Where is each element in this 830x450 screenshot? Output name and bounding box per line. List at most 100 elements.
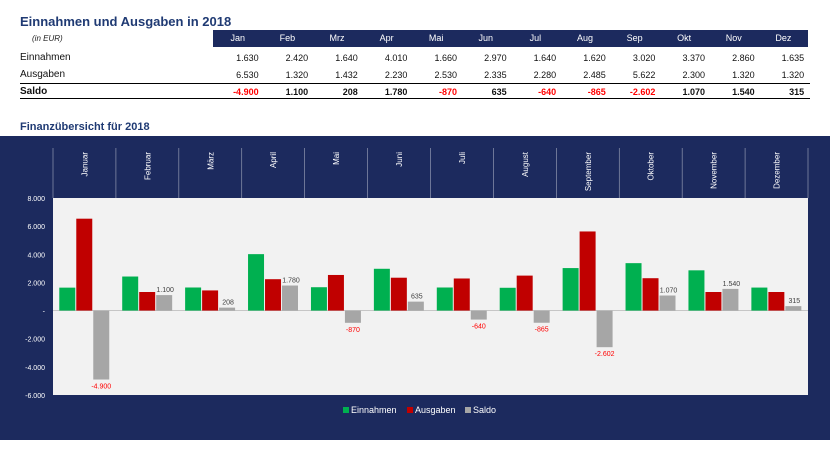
saldo-cell: -865 <box>587 87 606 97</box>
table-cell: 3.020 <box>632 53 656 63</box>
bar-ausgaben <box>202 290 219 311</box>
legend-label-ausgaben: Ausgaben <box>415 405 456 415</box>
bar-saldo <box>282 285 299 311</box>
table-cell: 1.320 <box>781 70 805 80</box>
bar-ausgaben <box>768 291 785 311</box>
month-header-jul: Jul <box>529 33 542 43</box>
table-cell: 6.530 <box>236 70 259 80</box>
table-cell: 1.630 <box>236 53 259 63</box>
saldo-data-label: 315 <box>789 298 801 305</box>
table-cell: 1.660 <box>434 53 457 63</box>
saldo-cell: 315 <box>789 87 805 97</box>
table-cell: 1.620 <box>583 53 606 63</box>
y-tick-label: 6.000 <box>27 224 45 231</box>
table-cell: 1.320 <box>285 70 309 80</box>
category-label: August <box>521 151 530 177</box>
bar-einnahmen <box>751 287 768 311</box>
category-label: Juli <box>458 152 467 164</box>
y-tick-label: - <box>43 309 46 316</box>
bar-ausgaben <box>390 277 407 311</box>
bar-ausgaben <box>516 275 533 311</box>
bar-saldo <box>533 310 550 323</box>
y-tick-label: -2.000 <box>25 337 45 344</box>
saldo-data-label: -2.602 <box>595 351 615 358</box>
legend-label-einnahmen: Einnahmen <box>351 405 397 415</box>
category-label: März <box>206 152 215 170</box>
bar-einnahmen <box>310 287 327 311</box>
saldo-cell: -640 <box>538 87 557 97</box>
legend-swatch-saldo <box>465 407 471 413</box>
plot-background <box>53 198 808 395</box>
saldo-data-label: -4.900 <box>91 384 111 391</box>
bar-einnahmen <box>562 268 579 311</box>
saldo-cell: 1.780 <box>384 87 408 97</box>
saldo-data-label: 1.540 <box>723 281 741 288</box>
month-header-nov: Nov <box>725 33 742 43</box>
category-label: November <box>710 152 719 189</box>
table-cell: 1.320 <box>732 70 755 80</box>
bar-ausgaben <box>705 291 722 311</box>
category-label: Dezember <box>773 152 782 189</box>
bar-ausgaben <box>327 274 344 311</box>
table-cell: 1.432 <box>335 70 358 80</box>
legend-swatch-einnahmen <box>343 407 349 413</box>
bar-ausgaben <box>453 278 470 311</box>
saldo-top-border <box>20 83 810 84</box>
chart-title: Finanzübersicht für 2018 <box>20 121 150 133</box>
month-header-dez: Dez <box>775 33 792 43</box>
saldo-cell: -4.900 <box>233 87 259 97</box>
category-label: Januar <box>80 152 89 177</box>
bar-saldo <box>596 310 613 348</box>
saldo-cell: 208 <box>342 87 358 97</box>
bar-einnahmen <box>185 287 202 311</box>
bar-saldo <box>93 310 110 380</box>
saldo-bottom-border <box>20 98 810 99</box>
saldo-cell: 635 <box>491 87 507 97</box>
month-header-okt: Okt <box>677 33 692 43</box>
bar-einnahmen <box>625 263 642 311</box>
legend-swatch-ausgaben <box>407 407 413 413</box>
saldo-data-label: 1.070 <box>660 288 678 295</box>
saldo-data-label: -865 <box>535 327 549 334</box>
category-label: April <box>269 152 278 168</box>
bar-ausgaben <box>76 218 93 311</box>
bar-einnahmen <box>59 287 76 311</box>
saldo-cell: -870 <box>438 87 457 97</box>
bar-saldo <box>407 301 424 311</box>
saldo-cell: 1.540 <box>732 87 755 97</box>
bar-ausgaben <box>265 279 282 311</box>
y-tick-label: -6.000 <box>25 393 45 400</box>
row-label-ausgaben: Ausgaben <box>20 69 66 80</box>
saldo-data-label: 635 <box>411 294 423 301</box>
bar-ausgaben <box>642 278 659 311</box>
month-header-jan: Jan <box>230 33 246 43</box>
bar-saldo <box>344 310 361 323</box>
saldo-data-label: -870 <box>346 327 360 334</box>
table-cell: 1.640 <box>533 53 557 63</box>
table-cell: 1.640 <box>335 53 358 63</box>
bar-einnahmen <box>436 287 453 311</box>
table-cell: 2.860 <box>732 53 755 63</box>
month-header-mai: Mai <box>428 33 444 43</box>
table-cell: 2.280 <box>533 70 557 80</box>
table-cell: 4.010 <box>384 53 408 63</box>
category-label: Mai <box>332 152 341 165</box>
table-cell: 3.370 <box>682 53 705 63</box>
bar-ausgaben <box>579 231 596 311</box>
saldo-cell: 1.070 <box>682 87 705 97</box>
month-header-mrz: Mrz <box>329 33 345 43</box>
bar-chart: -6.000-4.000-2.000-2.0004.0006.0008.000J… <box>25 148 809 415</box>
row-label-saldo: Saldo <box>20 86 48 97</box>
legend-label-saldo: Saldo <box>473 405 496 415</box>
category-label: Juni <box>395 152 404 167</box>
unit-label: (in EUR) <box>32 34 63 43</box>
table-cell: 2.230 <box>384 70 408 80</box>
bar-einnahmen <box>373 268 390 311</box>
bar-einnahmen <box>688 270 705 311</box>
table-cell: 5.622 <box>632 70 656 80</box>
saldo-cell: -2.602 <box>629 87 656 97</box>
bar-saldo <box>219 307 236 311</box>
month-header-aug: Aug <box>576 33 593 43</box>
table-cell: 2.335 <box>484 70 507 80</box>
y-tick-label: 8.000 <box>27 196 45 203</box>
